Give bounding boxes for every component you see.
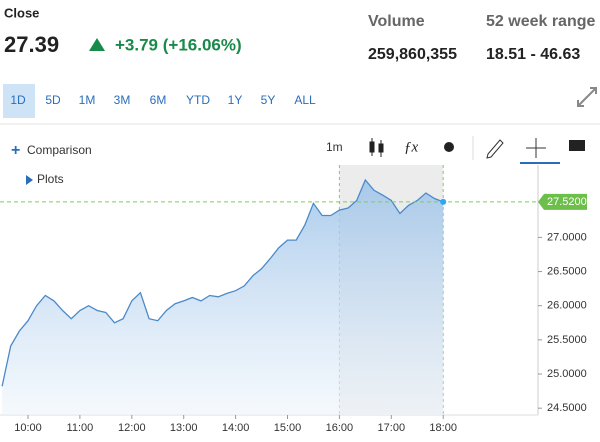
fx-icon[interactable]: ƒx — [404, 139, 419, 155]
y-tick-label: 25.0000 — [547, 368, 587, 380]
crosshair-icon[interactable] — [526, 138, 546, 158]
x-tick-label: 18:00 — [429, 422, 457, 434]
up-arrow — [89, 38, 105, 51]
plus-icon: + — [11, 142, 20, 159]
last-price-tag — [538, 193, 587, 210]
x-tick-label: 16:00 — [326, 422, 354, 434]
close-label: Close — [4, 5, 39, 20]
settings-icon[interactable] — [444, 142, 454, 152]
y-tick-label: 27.0000 — [547, 231, 587, 243]
draw-icon[interactable] — [486, 139, 504, 159]
volume-label: Volume — [368, 13, 425, 30]
change: +3.79 (+16.06%) — [115, 35, 242, 54]
x-tick-label: 10:00 — [14, 422, 42, 434]
comment-icon[interactable] — [569, 140, 585, 151]
range-button[interactable]: 6M — [150, 93, 167, 107]
x-tick-label: 17:00 — [378, 422, 406, 434]
range-label: 52 week range — [486, 13, 596, 30]
range-button[interactable]: 5D — [45, 93, 61, 107]
y-tick-label: 26.0000 — [547, 300, 587, 312]
comparison[interactable]: Comparison — [27, 143, 92, 157]
selected-range — [3, 84, 35, 118]
volume: 259,860,355 — [368, 46, 457, 63]
active-underline — [520, 162, 560, 164]
x-tick-label: 12:00 — [118, 422, 146, 434]
y-tick-label: 26.5000 — [547, 265, 587, 277]
range-button[interactable]: 1D — [10, 93, 26, 107]
x-tick-label: 14:00 — [222, 422, 250, 434]
range-button[interactable]: 1M — [79, 93, 96, 107]
y-tick-label: 24.5000 — [547, 402, 587, 414]
range-button[interactable]: YTD — [186, 93, 210, 107]
interval[interactable]: 1m — [326, 140, 343, 154]
price: 27.39 — [4, 32, 59, 57]
range-button[interactable]: 3M — [114, 93, 131, 107]
range-button[interactable]: 1Y — [228, 93, 243, 107]
x-tick-label: 15:00 — [274, 422, 302, 434]
expand-icon[interactable] — [577, 87, 597, 107]
range: 18.51 - 46.63 — [486, 46, 580, 63]
plots-arrow — [26, 175, 33, 185]
last-price-label: 27.5200 — [547, 196, 587, 208]
price-line — [1, 178, 444, 387]
range-button[interactable]: ALL — [294, 93, 316, 107]
area — [2, 180, 444, 415]
candle-icon[interactable] — [369, 138, 384, 157]
plots[interactable]: Plots — [37, 172, 64, 186]
x-tick-label: 11:00 — [67, 422, 94, 434]
y-tick-label: 25.5000 — [547, 334, 587, 346]
range-button[interactable]: 5Y — [261, 93, 276, 107]
x-tick-label: 13:00 — [170, 422, 198, 434]
last-point — [440, 198, 447, 205]
